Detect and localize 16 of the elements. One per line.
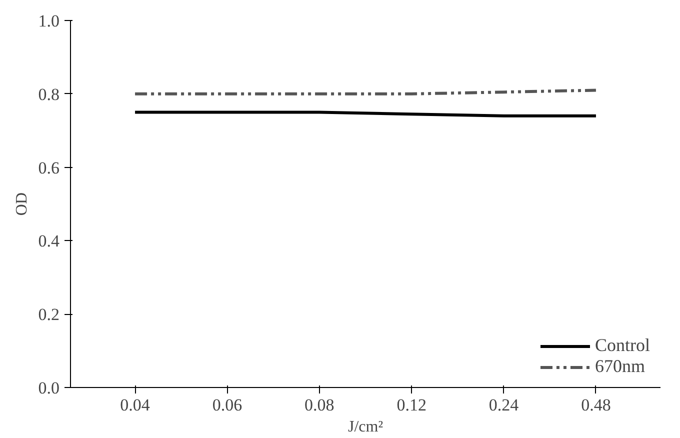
x-tick-label: 0.06 xyxy=(212,396,242,414)
x-tick-label: 0.24 xyxy=(488,396,520,414)
x-tick-label: 0.04 xyxy=(120,396,150,414)
x-tick-label: 0.08 xyxy=(304,396,334,414)
x-tick-label: 0.12 xyxy=(396,396,426,414)
legend-label: Control xyxy=(594,335,650,356)
legend-label: 670nm xyxy=(594,356,645,377)
y-tick-label: 1.0 xyxy=(38,12,60,30)
y-tick-label: 0.0 xyxy=(38,378,60,398)
y-axis-title: OD xyxy=(13,192,30,216)
y-tick-label: 0.2 xyxy=(38,305,60,324)
y-tick-label: 0.8 xyxy=(38,84,60,104)
y-tick-label: 0.4 xyxy=(38,232,60,251)
x-tick-label: 0.48 xyxy=(581,396,611,414)
y-tick-label: 0.6 xyxy=(38,158,60,178)
x-axis-title: J/cm² xyxy=(348,418,384,436)
